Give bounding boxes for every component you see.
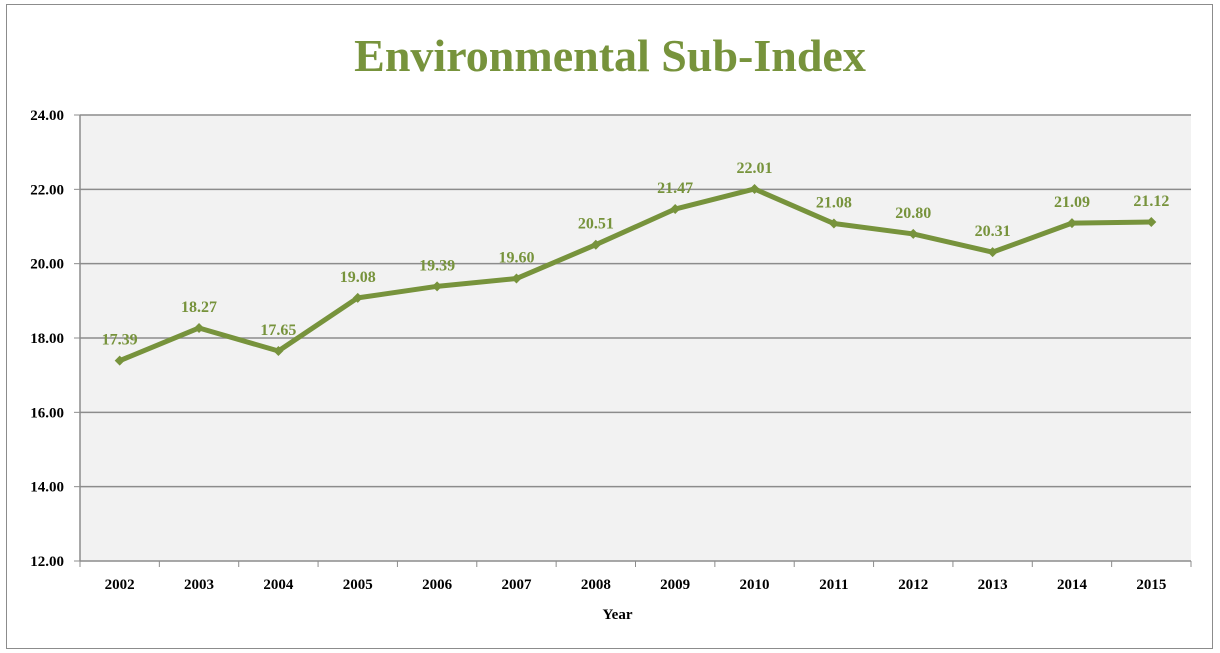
y-tick-label: 24.00 xyxy=(30,108,64,124)
data-point xyxy=(1146,217,1157,228)
data-point xyxy=(828,218,839,229)
data-point xyxy=(749,183,760,194)
y-tick-label: 22.00 xyxy=(30,182,64,198)
x-tick-label: 2015 xyxy=(1136,577,1166,593)
series-line xyxy=(117,186,1154,364)
data-label: 21.12 xyxy=(1133,193,1169,210)
y-tick-label: 12.00 xyxy=(30,554,64,570)
y-tick-label: 18.00 xyxy=(30,331,64,347)
data-label: 21.09 xyxy=(1054,194,1090,211)
data-point xyxy=(432,281,443,292)
data-point xyxy=(352,292,363,303)
x-tick-label: 2012 xyxy=(898,577,928,593)
data-label: 21.47 xyxy=(657,180,693,197)
x-tick-label: 2013 xyxy=(978,577,1008,593)
data-point xyxy=(908,228,919,239)
data-point xyxy=(511,273,522,284)
data-point xyxy=(670,204,681,215)
data-point xyxy=(194,322,205,333)
x-tick-label: 2002 xyxy=(105,577,135,593)
y-tick-label: 16.00 xyxy=(30,405,64,421)
x-tick-label: 2011 xyxy=(819,577,848,593)
x-tick-label: 2007 xyxy=(501,577,532,593)
data-label: 19.39 xyxy=(419,257,455,274)
data-point xyxy=(114,355,125,366)
y-tick-label: 14.00 xyxy=(30,480,64,496)
x-tick-label: 2008 xyxy=(581,577,611,593)
data-label: 17.39 xyxy=(102,332,138,349)
x-tick-label: 2004 xyxy=(263,577,294,593)
x-tick-label: 2010 xyxy=(740,577,770,593)
data-label: 22.01 xyxy=(737,160,773,177)
x-tick-label: 2009 xyxy=(660,577,690,593)
x-tick-label: 2014 xyxy=(1057,577,1088,593)
data-label: 17.65 xyxy=(260,322,296,339)
data-label: 21.08 xyxy=(816,195,852,212)
data-point xyxy=(987,247,998,258)
data-label: 20.31 xyxy=(975,223,1011,240)
data-label: 20.80 xyxy=(895,205,931,222)
data-point xyxy=(1066,218,1077,229)
x-axis-title: Year xyxy=(603,607,633,623)
x-tick-label: 2005 xyxy=(343,577,373,593)
data-label: 18.27 xyxy=(181,299,217,316)
y-tick-label: 20.00 xyxy=(30,257,64,273)
chart-title: Environmental Sub-Index xyxy=(354,30,866,81)
x-tick-label: 2003 xyxy=(184,577,214,593)
data-point xyxy=(273,346,284,357)
data-label: 19.60 xyxy=(498,250,534,267)
data-point xyxy=(590,239,601,250)
x-tick-label: 2006 xyxy=(422,577,453,593)
data-label: 20.51 xyxy=(578,216,614,233)
data-label: 19.08 xyxy=(340,269,376,286)
